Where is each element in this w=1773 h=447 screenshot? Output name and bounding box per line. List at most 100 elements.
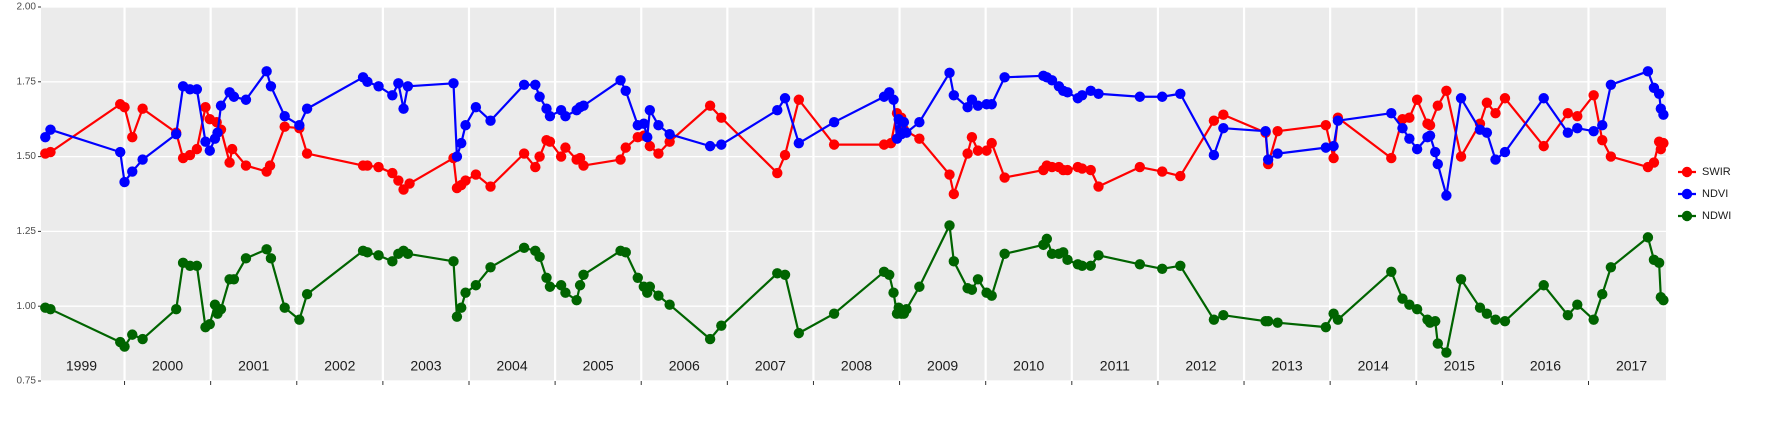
data-point	[200, 136, 211, 147]
data-point	[1328, 152, 1339, 164]
data-point	[1411, 94, 1423, 105]
data-point	[119, 341, 130, 352]
x-tick-label: 2017	[1616, 358, 1647, 374]
data-point	[1411, 303, 1423, 315]
data-point	[1562, 309, 1574, 321]
data-point	[1332, 115, 1344, 126]
x-tick-label: 2000	[152, 358, 183, 374]
x-tick-label: 2012	[1185, 358, 1216, 374]
data-point	[981, 145, 992, 156]
data-point	[793, 137, 805, 149]
data-point	[1062, 164, 1073, 176]
x-tick-label: 2001	[238, 358, 269, 374]
data-point	[1562, 108, 1574, 119]
data-point	[1218, 122, 1229, 134]
data-point	[664, 128, 675, 140]
data-point	[1474, 302, 1486, 313]
data-point	[1490, 108, 1501, 119]
data-point	[1441, 190, 1452, 201]
data-point	[127, 131, 138, 143]
data-point	[485, 115, 496, 126]
data-point	[40, 131, 51, 143]
data-point	[518, 148, 530, 159]
data-point	[620, 85, 631, 96]
data-point	[1658, 137, 1669, 149]
data-point	[828, 139, 840, 150]
data-point	[1093, 88, 1104, 99]
data-point	[45, 124, 56, 135]
data-point	[962, 148, 973, 159]
data-point	[373, 250, 384, 261]
legend-key-point	[1681, 188, 1693, 200]
data-point	[1538, 93, 1549, 104]
data-point	[387, 90, 398, 101]
data-point	[191, 143, 203, 155]
legend-label: NDWI	[1702, 210, 1731, 222]
data-point	[279, 111, 290, 122]
data-point	[1076, 90, 1088, 101]
data-point	[264, 160, 276, 171]
data-point	[644, 105, 656, 116]
data-point	[1658, 109, 1669, 120]
data-point	[779, 269, 791, 280]
data-point	[615, 75, 626, 86]
data-point	[966, 131, 978, 143]
data-point	[261, 66, 272, 77]
data-point	[1272, 317, 1283, 328]
data-point	[1432, 158, 1443, 170]
data-point	[45, 303, 56, 315]
data-point	[986, 290, 997, 301]
data-point	[1572, 111, 1583, 122]
data-point	[1441, 85, 1452, 96]
data-point	[1455, 274, 1467, 285]
data-point	[402, 248, 414, 260]
data-point	[653, 119, 664, 131]
legend-label: SWIR	[1702, 166, 1731, 178]
y-tick-label: 1.75	[17, 76, 37, 87]
data-point	[704, 333, 716, 345]
x-tick-label: 2002	[324, 358, 355, 374]
data-point	[1411, 143, 1423, 155]
data-point	[534, 151, 545, 162]
data-point	[716, 139, 727, 150]
data-point	[373, 81, 384, 92]
data-point	[1404, 299, 1415, 310]
data-point	[541, 272, 552, 283]
data-point	[1208, 314, 1220, 325]
data-point	[772, 105, 783, 116]
data-point	[1430, 315, 1441, 327]
data-point	[986, 137, 997, 149]
data-point	[901, 127, 912, 138]
data-point	[1499, 315, 1511, 327]
data-point	[1397, 293, 1408, 304]
data-point	[704, 140, 716, 152]
data-point	[200, 102, 211, 113]
data-point	[793, 327, 805, 339]
x-tick-label: 2006	[669, 358, 700, 374]
data-point	[555, 151, 567, 162]
data-point	[779, 93, 791, 104]
data-point	[387, 167, 398, 179]
data-point	[1588, 90, 1599, 101]
x-tick-label: 2013	[1272, 358, 1303, 374]
data-point	[398, 103, 409, 114]
data-point	[184, 149, 196, 161]
data-point	[294, 314, 305, 325]
data-point	[1397, 122, 1408, 134]
y-tick-label: 1.25	[17, 226, 37, 237]
legend-key-point	[1681, 210, 1693, 222]
data-point	[632, 272, 643, 283]
data-point	[888, 94, 899, 105]
data-point	[644, 281, 656, 292]
data-point	[204, 145, 215, 156]
data-point	[664, 136, 675, 147]
data-point	[642, 131, 653, 143]
data-point	[560, 142, 571, 153]
data-point	[137, 103, 148, 114]
data-point	[1642, 232, 1654, 243]
data-point	[620, 142, 631, 153]
data-point	[228, 91, 240, 102]
x-tick-label: 2016	[1530, 358, 1561, 374]
data-point	[884, 269, 895, 280]
